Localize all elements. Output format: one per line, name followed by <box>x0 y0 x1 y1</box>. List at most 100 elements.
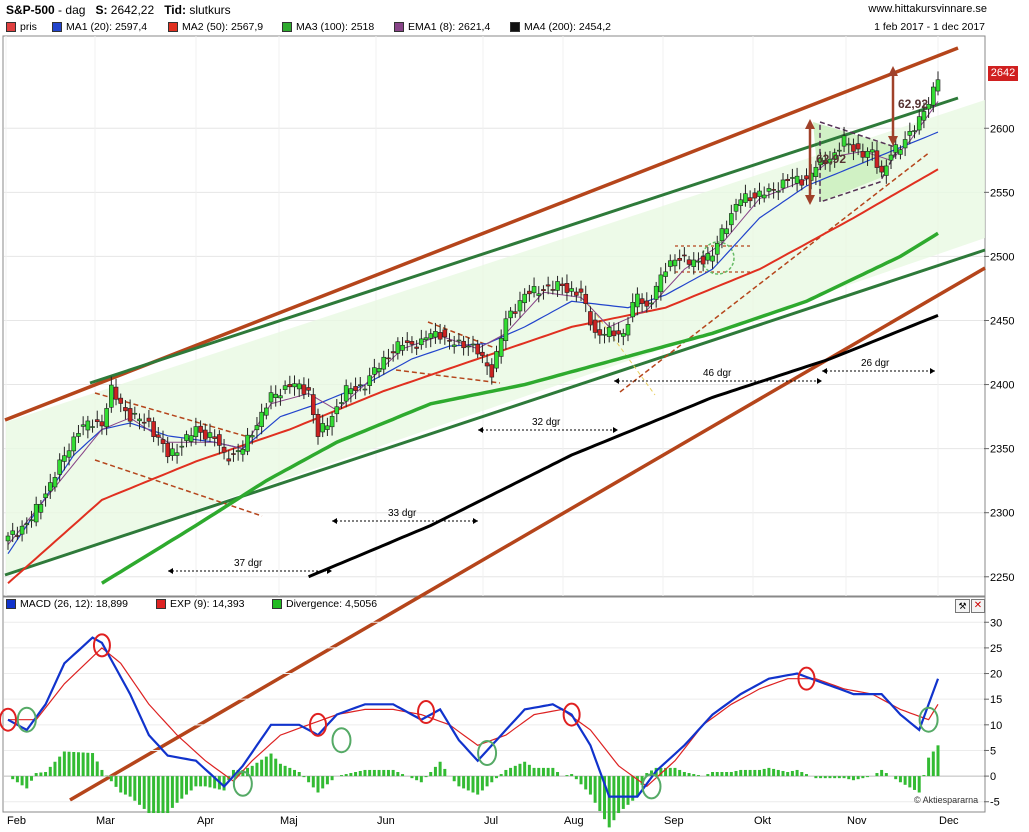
crossover-circle-bearish <box>417 700 436 724</box>
candle-down <box>489 364 495 378</box>
macd-tick-label: 25 <box>990 643 1002 655</box>
triangle-pattern <box>819 120 900 204</box>
month-label: Jun <box>377 815 395 827</box>
candle-up <box>818 157 823 166</box>
month-label: Aug <box>564 815 584 827</box>
macd-panel: -5 0 5 10 15 20 25 30 <box>0 617 1002 828</box>
candle-up <box>292 383 297 388</box>
wrench-icon[interactable]: ⚒ <box>955 599 970 613</box>
candle-up <box>400 344 405 351</box>
candle-up <box>935 79 941 92</box>
candle-up <box>193 426 199 438</box>
candle-up <box>606 326 612 337</box>
macd-tick-label: -5 <box>990 797 1000 809</box>
span-arrow-right <box>473 518 478 524</box>
candle-up <box>921 111 927 121</box>
legend-swatch <box>168 22 178 32</box>
month-label: Nov <box>847 815 867 827</box>
crossover-circle-bearish <box>0 707 17 732</box>
candle-up <box>188 435 194 442</box>
candle-up <box>926 103 931 110</box>
macd-legend-item: MACD (26, 12): 18,899 <box>6 598 128 610</box>
candle-up <box>273 393 279 398</box>
candle-down <box>301 384 307 395</box>
candle-up <box>841 135 847 147</box>
candle-up <box>884 165 889 176</box>
price-tick-label: 2400 <box>990 380 1014 392</box>
gap-arrow-head <box>888 66 898 76</box>
candle-up <box>794 175 800 184</box>
candle-down <box>747 197 753 202</box>
close-icon[interactable]: ✕ <box>971 599 985 613</box>
candle-up <box>658 274 664 293</box>
candle-down <box>611 330 617 337</box>
macd-tick-label: 5 <box>990 745 996 757</box>
candle-down <box>822 160 828 165</box>
candle-down <box>99 421 105 427</box>
candle-up <box>536 293 542 296</box>
month-label: Dec <box>939 815 959 827</box>
legend-swatch <box>6 599 16 609</box>
candle-down <box>592 319 598 333</box>
candle-down <box>512 311 518 314</box>
candle-up <box>846 143 852 146</box>
candle-up <box>52 477 58 488</box>
candle-down <box>127 408 133 422</box>
macd-panel-frame <box>2 596 986 813</box>
candle-up <box>19 525 25 535</box>
candle-up <box>245 434 250 452</box>
candle-down <box>141 421 147 424</box>
candle-up <box>43 493 48 499</box>
candle-down <box>682 254 687 257</box>
candle-down <box>752 192 758 199</box>
candle-up <box>710 255 715 262</box>
candle-down <box>785 178 790 181</box>
gap-arrow-head <box>888 136 898 146</box>
crossover-circle-bullish <box>16 706 37 733</box>
span-arrow-right <box>327 568 332 574</box>
candle-up <box>184 434 189 441</box>
candle-down <box>390 351 396 354</box>
candle-up <box>329 415 335 428</box>
signal-line <box>8 647 939 788</box>
candle-down <box>860 151 866 158</box>
candle-down <box>386 357 391 360</box>
candle-up <box>296 383 302 390</box>
candle-up <box>912 130 917 132</box>
time-axis: Feb Mar Apr Maj Jun Jul Aug Sep Okt Nov Dec <box>7 815 959 827</box>
candle-down <box>484 362 490 367</box>
candle-up <box>137 418 142 422</box>
candle-up <box>776 190 781 193</box>
span-label: 32 dgr <box>532 417 561 428</box>
macd-tick-label: 10 <box>990 720 1002 732</box>
gap-arrow-head <box>805 195 815 205</box>
candle-up <box>705 253 711 261</box>
candle-down <box>315 413 321 437</box>
crossover-circle-bullish <box>232 770 253 797</box>
span-label: 46 dgr <box>703 368 732 379</box>
ma200-line <box>308 314 939 579</box>
candle-down <box>559 283 565 287</box>
candle-down <box>437 332 443 340</box>
crossover-circle-bullish <box>477 740 498 767</box>
candle-up <box>766 188 772 192</box>
candle-up <box>10 530 15 535</box>
candle-up <box>827 158 833 164</box>
candle-down <box>414 346 419 349</box>
candle-up <box>714 243 720 255</box>
candle-up <box>66 450 72 458</box>
crossover-circle-bullish <box>331 727 352 754</box>
span-arrow-left <box>168 568 173 574</box>
candle-up <box>456 339 462 342</box>
candle-up <box>898 149 903 155</box>
candle-down <box>851 144 856 152</box>
candle-up <box>179 445 185 448</box>
candle-up <box>837 149 842 152</box>
candle-up <box>907 130 913 136</box>
candle-down <box>353 386 358 391</box>
candle-up <box>625 324 631 336</box>
candle-down <box>574 291 579 296</box>
crossover-circle-bearish <box>797 666 816 691</box>
chart-header: S&P-500 - dag S: 2642,22 Tid: slutkurs w… <box>0 0 1029 36</box>
